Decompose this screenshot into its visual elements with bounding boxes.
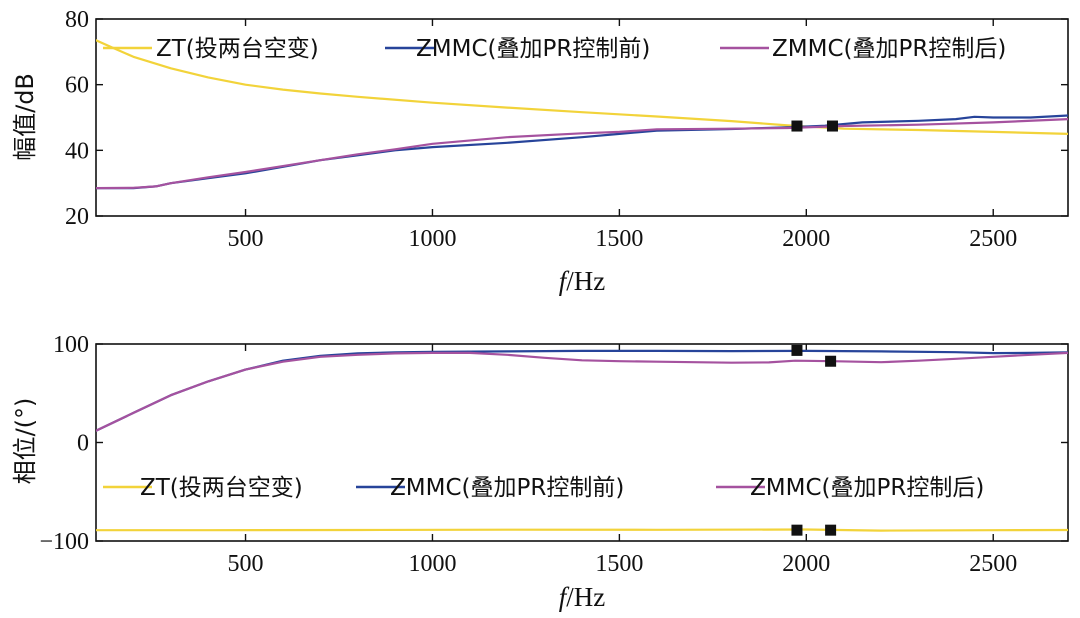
magnitude-series-zt <box>96 39 1068 135</box>
phase-x-tick-label: 1500 <box>595 551 643 577</box>
legend-label-after: ZMMC(叠加PR控制后) <box>772 36 1006 62</box>
magnitude-series-group <box>96 39 1068 190</box>
magnitude-intersection-marker <box>826 120 838 132</box>
magnitude-x-tick-label: 500 <box>228 226 264 252</box>
magnitude-plot-frame <box>95 18 1069 217</box>
phase-panel: 相位/(°) f/Hz 500 1000 1500 2000 2500−1000100 … <box>11 332 1069 612</box>
magnitude-y-tick-label: 20 <box>65 204 89 230</box>
legend-label-zt: ZT(投两台空变) <box>140 475 303 501</box>
phase-series-before <box>96 349 1068 432</box>
phase-series-zt <box>96 528 1068 532</box>
phase-intersection-marker <box>825 355 837 367</box>
phase-intersection-marker <box>791 344 803 356</box>
legend-label-after: ZMMC(叠加PR控制后) <box>750 475 984 501</box>
magnitude-series-before <box>96 114 1068 190</box>
phase-y-axis-label: 相位/(°) <box>11 398 39 485</box>
legend-label-before: ZMMC(叠加PR控制前) <box>416 36 650 62</box>
phase-x-tick-label: 1000 <box>408 551 456 577</box>
magnitude-y-tick-label: 60 <box>65 73 89 99</box>
phase-legend: ZT(投两台空变) ZMMC(叠加PR控制前) ZMMC(叠加PR控制后) <box>103 475 984 501</box>
magnitude-series-after <box>96 118 1068 190</box>
phase-series-group <box>96 349 1068 532</box>
magnitude-intersection-marker <box>791 120 803 132</box>
phase-y-tick-label: 0 <box>77 431 89 457</box>
magnitude-y-tick-label: 80 <box>65 7 89 33</box>
phase-x-tick-label: 500 <box>228 551 264 577</box>
magnitude-x-tick-label: 2000 <box>782 226 830 252</box>
magnitude-x-tick-label: 2500 <box>969 226 1017 252</box>
phase-x-tick-label: 2000 <box>782 551 830 577</box>
magnitude-x-axis-label: f/Hz <box>559 266 606 296</box>
phase-x-tick-label: 2500 <box>969 551 1017 577</box>
legend-label-zt: ZT(投两台空变) <box>156 36 319 62</box>
phase-y-tick-label: 100 <box>53 332 89 358</box>
magnitude-x-tick-label: 1000 <box>408 226 456 252</box>
magnitude-legend: ZT(投两台空变) ZMMC(叠加PR控制前) ZMMC(叠加PR控制后) <box>103 36 1006 62</box>
magnitude-y-axis-label: 幅值/dB <box>11 73 39 161</box>
phase-intersection-marker <box>791 524 803 536</box>
magnitude-x-tick-label: 1500 <box>595 226 643 252</box>
phase-intersection-marker <box>825 524 837 536</box>
magnitude-panel: 幅值/dB f/Hz 500 1000 1500 2000 2500 20 40 60 80 Z… <box>11 7 1069 296</box>
magnitude-y-tick-label: 40 <box>65 138 89 164</box>
phase-plot-frame <box>95 343 1069 542</box>
phase-x-axis-label: f/Hz <box>559 582 606 612</box>
legend-label-before: ZMMC(叠加PR控制前) <box>390 475 624 501</box>
phase-series-after <box>96 351 1068 432</box>
phase-y-tick-label: −100 <box>39 529 89 555</box>
